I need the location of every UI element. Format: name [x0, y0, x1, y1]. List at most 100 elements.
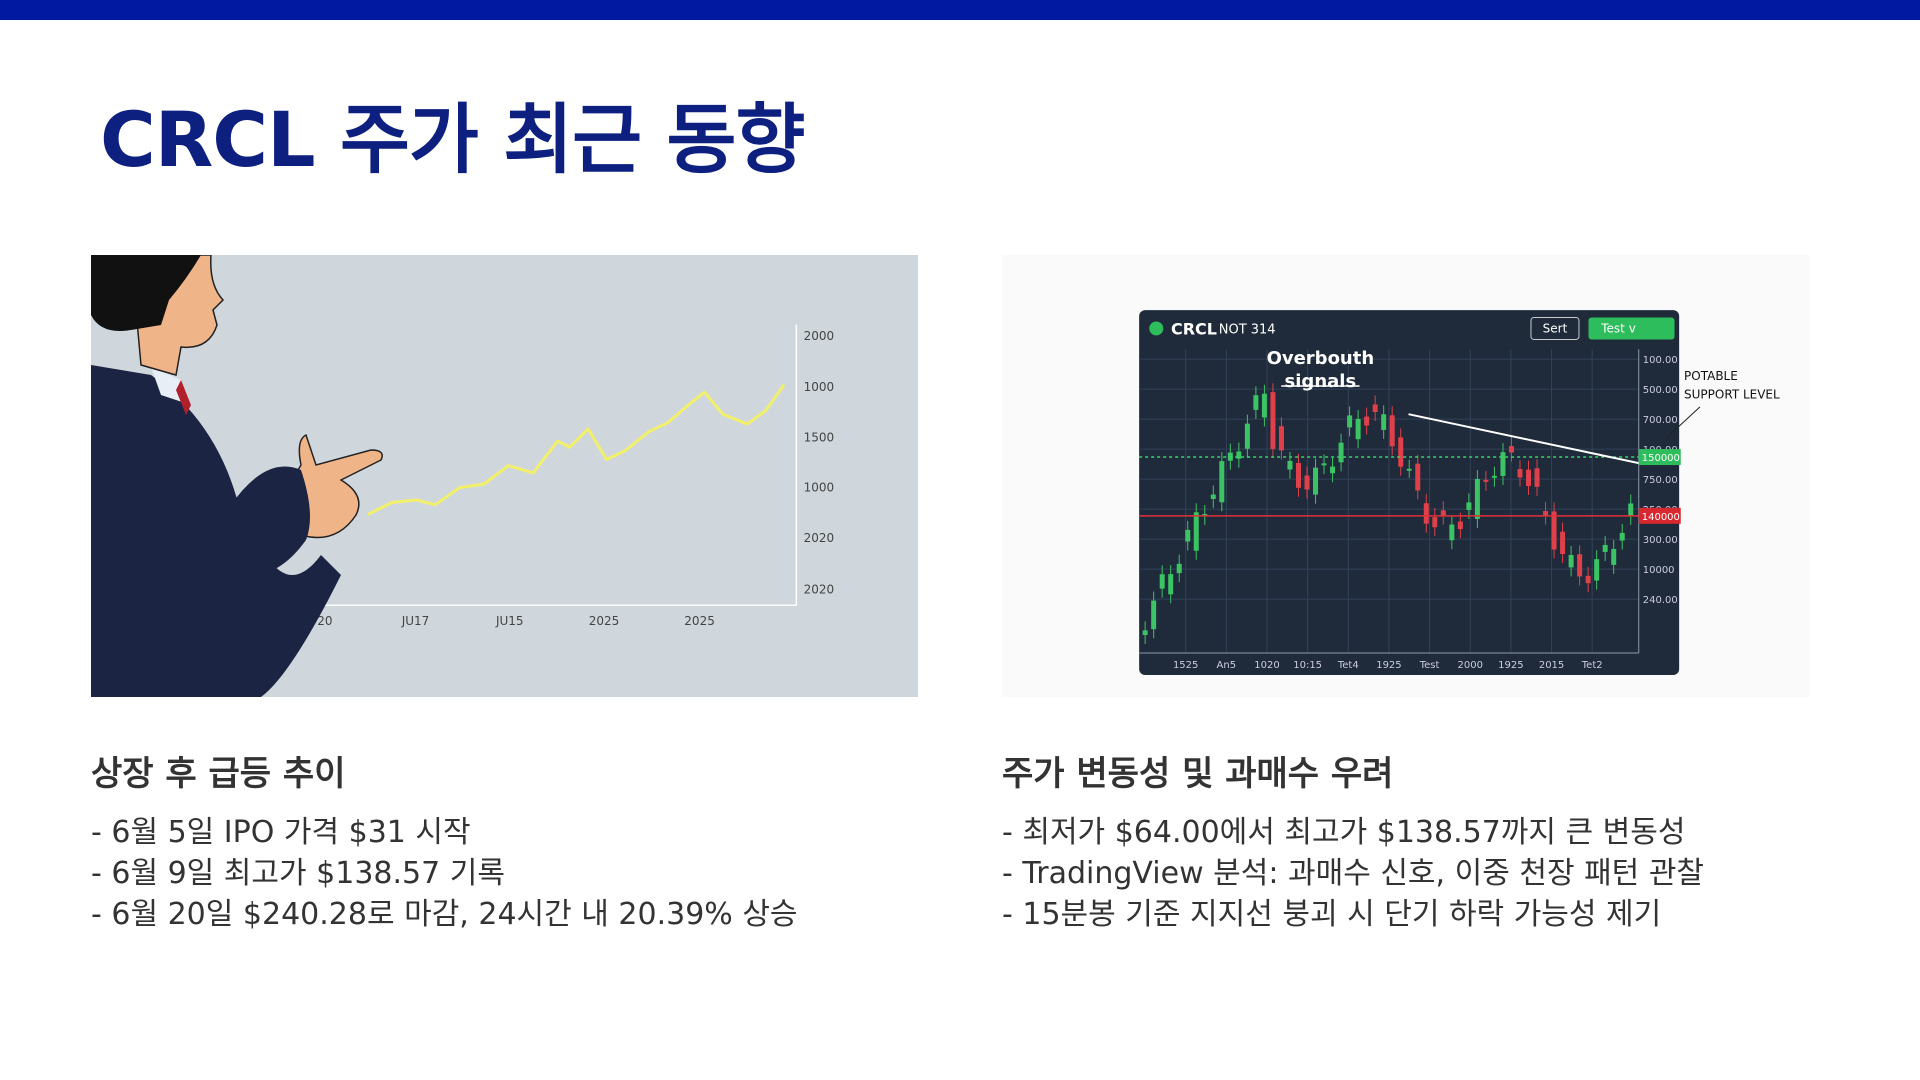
candle	[1142, 630, 1148, 635]
title: CRCL 주가 최근 동향	[100, 95, 805, 184]
candle	[1423, 503, 1429, 524]
right-heading: 주가 변동성 및 과매수 우려	[1002, 754, 1394, 794]
y-tick-label: 1000	[804, 380, 835, 394]
candle	[1560, 531, 1566, 554]
candle	[1261, 393, 1267, 418]
y-tick-label: 2020	[804, 531, 835, 545]
x-tick-label: 2025	[589, 614, 620, 628]
x-tick-label: 2015	[1539, 660, 1564, 671]
candle	[1347, 415, 1353, 428]
trend-line	[367, 383, 786, 516]
candle	[1474, 479, 1480, 519]
candle	[1236, 451, 1242, 459]
candle	[1534, 468, 1540, 487]
sleeve	[231, 466, 310, 575]
bullet: - 15분봉 기준 지지선 붕괴 시 단기 하락 가능성 제기	[1002, 897, 1662, 932]
candle	[1330, 466, 1336, 474]
suit	[91, 365, 341, 697]
candle	[1568, 554, 1574, 568]
candle	[1398, 437, 1404, 467]
x-tick-label: 20	[317, 614, 332, 628]
candle	[1185, 529, 1191, 542]
right-bullets: - 최저가 $64.00에서 최고가 $138.57까지 큰 변동성 - Tra…	[1002, 812, 1704, 935]
candle	[1202, 514, 1208, 517]
candle	[1415, 463, 1421, 491]
candle	[1304, 475, 1310, 490]
tie	[176, 380, 191, 415]
right-illustration: 100.00500.00700.00100.00750.00250.00300.…	[1002, 255, 1810, 697]
candle	[1577, 554, 1583, 577]
y-tick-label: 10000	[1643, 565, 1675, 576]
candle	[1551, 511, 1557, 550]
bullet: - 6월 9일 최고가 $138.57 기록	[91, 856, 505, 891]
candle	[1219, 461, 1225, 503]
candle	[1449, 524, 1455, 541]
candle	[1500, 452, 1506, 476]
candle	[1602, 544, 1608, 552]
candle	[1244, 423, 1250, 449]
price-tag	[1638, 507, 1681, 524]
y-tick-label: 700.00	[1643, 415, 1678, 426]
candle	[1270, 392, 1276, 449]
candle	[1313, 467, 1319, 495]
y-tick-label: 500.00	[1643, 385, 1678, 396]
x-tick-label: An5	[1217, 660, 1237, 671]
candle	[1381, 414, 1387, 430]
x-tick-label: Tet4	[1337, 660, 1359, 671]
price-tag	[1638, 449, 1681, 466]
x-tick-label: 1925	[1376, 660, 1401, 671]
candle	[1151, 600, 1157, 630]
button-label: Test v	[1600, 321, 1636, 335]
candle	[1508, 446, 1514, 453]
candle	[1253, 395, 1259, 410]
candle	[1372, 404, 1378, 412]
candle	[1355, 418, 1361, 440]
candle	[1406, 468, 1412, 471]
y-tick-label: 1000	[804, 481, 835, 495]
x-tick-label: 1020	[1254, 660, 1279, 671]
annotation: Overbouth	[1267, 348, 1375, 369]
y-tick-label: 300.00	[1643, 535, 1678, 546]
candle	[1440, 510, 1446, 516]
candle	[1526, 469, 1532, 487]
candle	[1491, 475, 1497, 478]
hair	[91, 255, 201, 331]
candle	[1466, 502, 1472, 510]
candle	[1364, 416, 1370, 426]
candle	[1594, 559, 1600, 581]
candle	[1432, 517, 1438, 528]
candle	[1611, 548, 1617, 565]
side-note: SUPPORT LEVEL	[1684, 388, 1780, 402]
side-note: POTABLE	[1684, 369, 1738, 383]
x-tick-label: JU15	[495, 614, 524, 628]
candle	[1278, 426, 1284, 451]
candle	[1168, 574, 1174, 595]
button	[1530, 316, 1580, 340]
candle	[1295, 462, 1301, 488]
bullet: - TradingView 분석: 과매수 신호, 이중 천장 패턴 관찰	[1002, 856, 1705, 891]
pointer	[1665, 406, 1701, 440]
candle	[1483, 479, 1489, 482]
annotation: signals	[1285, 371, 1357, 392]
x-tick-label: 10:15	[1293, 660, 1322, 671]
button-label: Sert	[1543, 321, 1568, 335]
x-tick-label: 1925	[1498, 660, 1523, 671]
price-tag-label: 140000	[1642, 512, 1680, 523]
candle	[1338, 442, 1344, 463]
y-tick-label: 750.00	[1643, 475, 1678, 486]
y-tick-label: 1500	[804, 430, 835, 444]
bullet: - 6월 20일 $240.28로 마감, 24시간 내 20.39% 상승	[91, 897, 798, 932]
x-tick-label: 1525	[1173, 660, 1198, 671]
ticker: CRCL	[1171, 319, 1217, 338]
candle	[1193, 512, 1199, 551]
candle	[1287, 460, 1293, 470]
candle	[1619, 532, 1625, 541]
price-tag-label: 150000	[1642, 453, 1680, 464]
x-tick-label: 2025	[684, 614, 715, 628]
candle	[1517, 469, 1523, 478]
y-tick-label: 100.00	[1643, 355, 1678, 366]
left-heading: 상장 후 급등 추이	[91, 754, 346, 794]
bullet: - 최저가 $64.00에서 최고가 $138.57까지 큰 변동성	[1002, 815, 1686, 850]
candle	[1389, 415, 1395, 447]
